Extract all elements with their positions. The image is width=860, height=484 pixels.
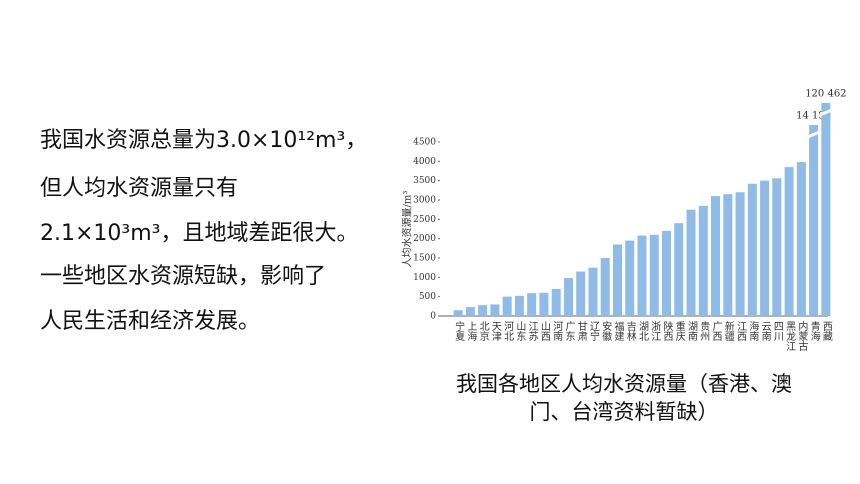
x-tick-label: 浙江: [649, 321, 661, 341]
bar: [747, 183, 757, 316]
x-tick-label: 甘肃: [575, 320, 587, 342]
x-tick-label: 江苏: [526, 321, 538, 342]
chart-caption: 我国各地区人均水资源量（香港、澳门、台湾资料暂缺）: [456, 372, 792, 424]
bar: [821, 103, 831, 316]
x-tick-label: 贵州: [698, 320, 710, 341]
bar: [551, 288, 561, 316]
bar: [784, 167, 794, 316]
x-tick-label: 重庆: [673, 320, 685, 342]
x-tick-label: 河北: [502, 321, 514, 341]
bar: [637, 235, 647, 316]
bar: [612, 244, 622, 316]
axis-break: [807, 130, 821, 139]
bar: [809, 125, 819, 316]
x-tick-label: 广东: [563, 321, 575, 341]
x-tick-label: 西藏: [820, 321, 832, 342]
y-tick-label: 4000: [413, 157, 436, 167]
x-tick-label: 辽宁: [587, 321, 599, 341]
bar: [711, 196, 721, 316]
bar: [502, 296, 512, 316]
x-tick-label: 陕西: [661, 320, 673, 341]
bar: [490, 304, 500, 316]
body-text: 一些地区水资源短缺，影响了: [40, 264, 327, 289]
x-tick-label: 新疆: [722, 320, 734, 342]
y-tick-label: 2500: [413, 215, 436, 225]
bar: [796, 162, 806, 316]
bar: [772, 178, 782, 316]
bar: [514, 295, 524, 316]
y-tick-label: 1500: [413, 254, 436, 264]
x-tick-label: 四川: [771, 321, 783, 341]
x-tick-label: 天津: [489, 321, 501, 342]
bar: [453, 310, 463, 316]
bar: [527, 293, 537, 316]
x-tick-label: 河南: [551, 321, 563, 341]
x-tick-label: 青海: [808, 320, 820, 342]
y-tick-label: 2000: [413, 234, 436, 244]
x-tick-label: 海南: [747, 320, 759, 341]
body-text: 但人均水资源量只有: [40, 176, 239, 201]
y-tick-label: 3500: [413, 176, 436, 186]
x-tick-label: 山东: [514, 321, 526, 341]
axis-break: [819, 108, 833, 117]
bar: [478, 305, 488, 316]
bar: [674, 223, 684, 316]
bar: [563, 278, 573, 316]
bar: [698, 205, 708, 316]
x-tick-label: 内蒙古: [796, 320, 808, 352]
bar: [686, 209, 696, 316]
bar: [723, 194, 733, 316]
y-tick-label: 500: [419, 292, 436, 302]
x-tick-label: 广西: [710, 321, 722, 341]
bar: [465, 307, 475, 316]
x-tick-label: 黑龙江: [784, 321, 796, 351]
body-text: 2.1×10³m³，且地域差距很大。: [40, 221, 359, 246]
bar: [600, 258, 610, 316]
value-label: 14 190: [796, 111, 831, 122]
bar: [539, 292, 549, 316]
x-tick-label: 安徽: [600, 320, 612, 342]
bar: [662, 230, 672, 316]
y-axis-label: 人均水资源量/m³: [401, 191, 414, 268]
x-tick-label: 上海: [465, 321, 477, 342]
x-tick-label: 山西: [538, 321, 550, 341]
x-tick-label: 江西: [735, 321, 747, 341]
x-tick-label: 宁夏: [453, 320, 465, 341]
y-tick-label: 4500: [413, 138, 436, 148]
x-tick-label: 湖南: [686, 321, 698, 341]
x-tick-label: 北京: [477, 321, 489, 342]
body-text: 我国水资源总量为3.0×10¹²m³，: [40, 128, 368, 153]
x-tick-label: 福建: [612, 320, 624, 341]
x-tick-label: 云南: [759, 321, 771, 341]
body-text: 人民生活和经济发展。: [40, 309, 261, 334]
bar: [760, 180, 770, 316]
y-tick-label: 0: [430, 312, 436, 322]
y-tick-label: 1000: [413, 273, 436, 283]
bar: [576, 271, 586, 316]
bar: [625, 240, 635, 316]
x-tick-label: 湖北: [637, 321, 649, 341]
x-tick-label: 吉林: [624, 321, 636, 342]
bar: [588, 267, 598, 316]
y-tick-label: 3000: [413, 196, 436, 206]
bar: [649, 234, 659, 316]
bar: [735, 192, 745, 316]
value-label: 120 462: [805, 89, 846, 100]
